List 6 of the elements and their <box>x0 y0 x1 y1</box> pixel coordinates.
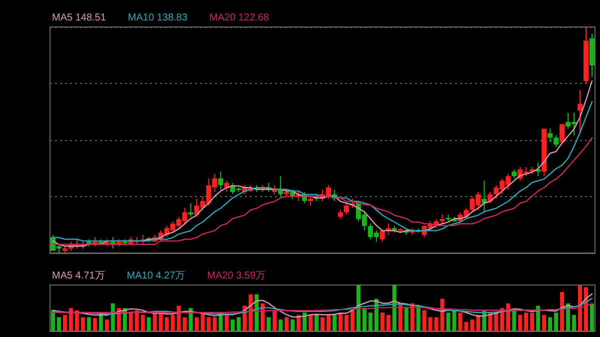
text: MA20 122.68 <box>209 12 270 24</box>
text: MA20 3.59万 <box>207 270 266 282</box>
text: MA10 138.83 <box>128 12 188 24</box>
text: MA5 148.51 <box>52 12 106 24</box>
text: MA10 4.27万 <box>126 270 186 282</box>
text: MA5 4.71万 <box>52 270 105 282</box>
